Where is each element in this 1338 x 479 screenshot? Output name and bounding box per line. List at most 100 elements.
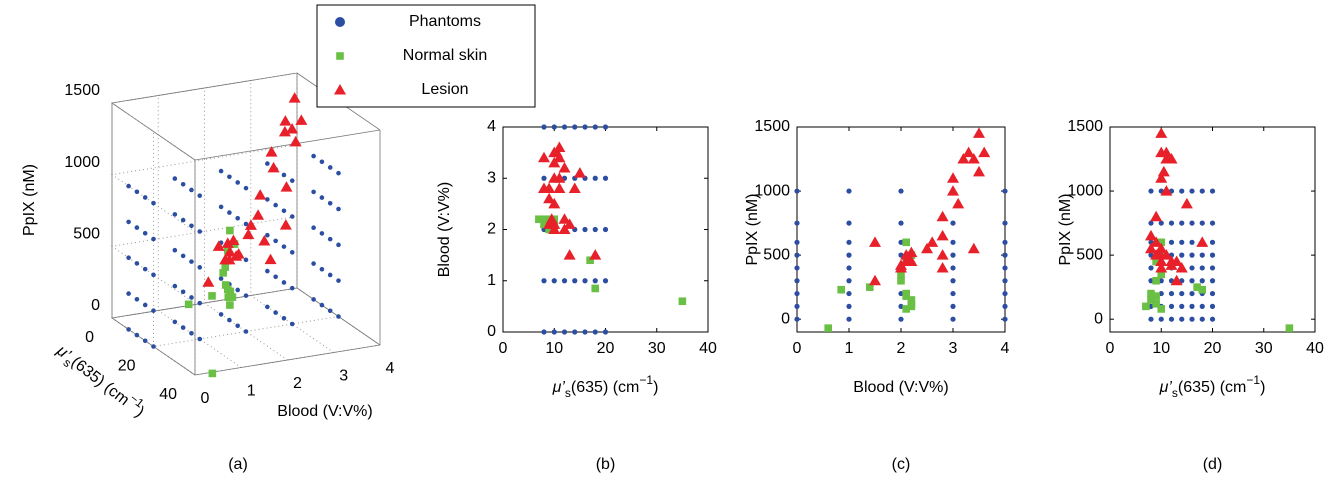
phantom-point	[592, 226, 598, 233]
y-tick-label: 0	[487, 323, 496, 340]
axis-label-part: μ’	[552, 379, 566, 396]
legend-marker	[335, 17, 345, 27]
phantom-point	[551, 124, 557, 130]
x-tick-label: 0	[85, 329, 94, 346]
phantom-point	[1002, 265, 1008, 271]
phantom-point	[1168, 290, 1175, 297]
phantom-point	[227, 174, 232, 180]
lesion-point	[568, 182, 581, 193]
phantom-point	[1168, 316, 1175, 322]
lesion-point	[548, 223, 561, 234]
phantom-point	[1199, 265, 1205, 271]
phantom-point	[265, 268, 270, 274]
phantom-point	[311, 153, 316, 159]
phantom-point	[541, 278, 547, 284]
x-tick-label: 20	[1204, 340, 1222, 357]
phantom-point	[265, 197, 270, 202]
phantom-point	[561, 329, 568, 335]
phantom-point	[551, 329, 557, 335]
phantom-point	[189, 223, 194, 229]
normal-skin-point	[224, 285, 232, 294]
phantom-point	[950, 278, 956, 284]
phantom-point	[846, 239, 852, 245]
normal-skin-point	[1147, 296, 1155, 304]
axis-label-part: )	[653, 379, 658, 396]
phantom-point	[1189, 239, 1195, 245]
lesion-point	[1145, 242, 1157, 254]
normal-skin-point	[591, 284, 600, 293]
phantom-point	[1189, 252, 1195, 258]
phantom-point	[273, 238, 278, 244]
axis-label-part: s	[565, 386, 571, 400]
phantom-point	[1148, 316, 1154, 322]
z-tick-label: 500	[73, 226, 100, 243]
normal-skin-point	[902, 305, 910, 313]
lesion-point	[1155, 255, 1168, 267]
phantom-point	[592, 124, 598, 130]
lesion-point	[278, 125, 291, 137]
phantom-point	[794, 316, 800, 322]
phantom-point	[311, 261, 316, 266]
phantom-point	[289, 214, 295, 219]
phantom-point	[1209, 316, 1216, 322]
phantom-point	[265, 304, 270, 310]
phantom-point	[794, 290, 800, 297]
phantom-point	[794, 239, 800, 245]
lesion-point	[1152, 246, 1165, 258]
lesion-point	[978, 146, 991, 158]
phantom-point	[151, 308, 156, 313]
lesion-point	[952, 197, 965, 209]
lesion-point	[295, 114, 308, 125]
phantom-point	[319, 231, 325, 236]
lesion-point	[936, 249, 949, 260]
phantom-point	[1199, 188, 1205, 194]
normal-skin-point	[219, 269, 227, 277]
lesion-point	[258, 235, 271, 246]
x-tick-label: 40	[1306, 340, 1324, 357]
lesion-point	[1165, 259, 1178, 270]
lesion-point	[288, 92, 301, 103]
phantom-point	[126, 327, 131, 332]
lesion-point	[947, 172, 959, 183]
lesion-point	[1180, 197, 1193, 209]
lesion-point	[563, 249, 576, 260]
legend-marker	[334, 84, 346, 95]
normal-skin-point	[224, 293, 233, 301]
phantom-point	[134, 225, 140, 230]
phantom-point	[189, 187, 194, 193]
phantom-point	[142, 231, 148, 236]
normal-skin-point	[1193, 283, 1201, 291]
lesion-point	[279, 115, 292, 126]
phantom-point	[846, 316, 852, 322]
x-tick-label: 3	[949, 340, 958, 357]
y-tick-label: 1	[247, 383, 256, 400]
phantom-point	[218, 276, 224, 281]
phantom-point	[227, 210, 232, 215]
phantom-point	[602, 226, 609, 233]
normal-skin-point	[540, 215, 548, 224]
normal-skin-point	[837, 285, 845, 294]
phantom-point	[281, 244, 287, 249]
phantom-point	[950, 239, 956, 245]
phantom-point	[218, 312, 224, 317]
y-tick-label: 4	[386, 360, 395, 377]
phantom-point	[561, 278, 568, 284]
phantom-point	[1168, 303, 1175, 309]
x-tick-label: 2	[897, 340, 906, 357]
phantom-point	[134, 296, 140, 302]
phantom-point	[1189, 265, 1195, 271]
x-tick-label: 20	[118, 358, 136, 375]
phantom-point	[572, 124, 578, 130]
x-tick-label: 0	[1106, 340, 1115, 357]
phantom-point	[846, 290, 852, 297]
y-tick-label: 1500	[1067, 118, 1103, 135]
box-edge	[111, 102, 196, 161]
lesion-point	[1175, 261, 1188, 273]
lesion-point	[936, 229, 949, 241]
phantom-point	[243, 329, 249, 334]
x-tick-label: 30	[648, 340, 666, 357]
normal-skin-point	[208, 369, 217, 378]
phantom-point	[582, 278, 588, 284]
lesion-point	[538, 151, 550, 163]
y-tick-label: 0	[781, 310, 790, 327]
